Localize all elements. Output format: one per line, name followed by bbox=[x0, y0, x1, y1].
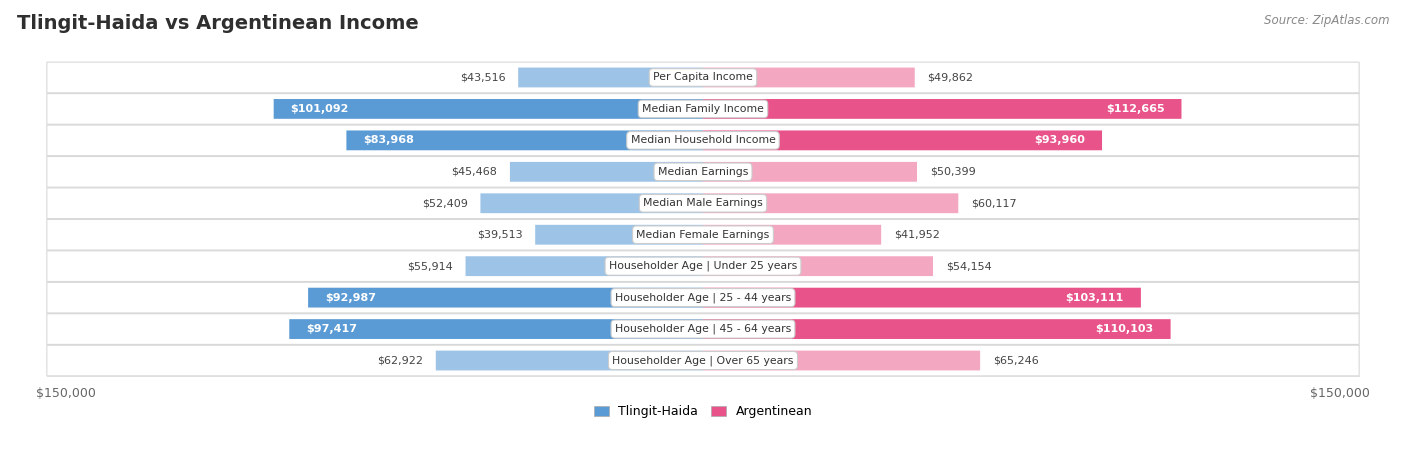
FancyBboxPatch shape bbox=[46, 282, 1360, 313]
Text: $55,914: $55,914 bbox=[408, 261, 453, 271]
Text: $112,665: $112,665 bbox=[1107, 104, 1164, 114]
Text: $52,409: $52,409 bbox=[422, 198, 468, 208]
FancyBboxPatch shape bbox=[481, 193, 703, 213]
Text: $41,952: $41,952 bbox=[894, 230, 939, 240]
FancyBboxPatch shape bbox=[519, 68, 703, 87]
FancyBboxPatch shape bbox=[703, 319, 1171, 339]
Text: Householder Age | 25 - 44 years: Householder Age | 25 - 44 years bbox=[614, 292, 792, 303]
Text: $83,968: $83,968 bbox=[363, 135, 415, 145]
FancyBboxPatch shape bbox=[46, 93, 1360, 124]
FancyBboxPatch shape bbox=[346, 130, 703, 150]
Text: $49,862: $49,862 bbox=[928, 72, 973, 83]
Legend: Tlingit-Haida, Argentinean: Tlingit-Haida, Argentinean bbox=[589, 400, 817, 423]
FancyBboxPatch shape bbox=[703, 193, 959, 213]
Text: Householder Age | 45 - 64 years: Householder Age | 45 - 64 years bbox=[614, 324, 792, 334]
FancyBboxPatch shape bbox=[703, 256, 934, 276]
FancyBboxPatch shape bbox=[703, 68, 915, 87]
Text: Median Household Income: Median Household Income bbox=[630, 135, 776, 145]
FancyBboxPatch shape bbox=[703, 288, 1140, 308]
FancyBboxPatch shape bbox=[46, 62, 1360, 93]
Text: Median Family Income: Median Family Income bbox=[643, 104, 763, 114]
FancyBboxPatch shape bbox=[703, 99, 1181, 119]
FancyBboxPatch shape bbox=[703, 162, 917, 182]
FancyBboxPatch shape bbox=[536, 225, 703, 245]
Text: Tlingit-Haida vs Argentinean Income: Tlingit-Haida vs Argentinean Income bbox=[17, 14, 419, 33]
Text: $39,513: $39,513 bbox=[477, 230, 523, 240]
FancyBboxPatch shape bbox=[274, 99, 703, 119]
Text: Source: ZipAtlas.com: Source: ZipAtlas.com bbox=[1264, 14, 1389, 27]
FancyBboxPatch shape bbox=[46, 219, 1360, 250]
FancyBboxPatch shape bbox=[46, 314, 1360, 345]
Text: $65,246: $65,246 bbox=[993, 355, 1039, 366]
Text: Householder Age | Under 25 years: Householder Age | Under 25 years bbox=[609, 261, 797, 271]
Text: $62,922: $62,922 bbox=[377, 355, 423, 366]
Text: $101,092: $101,092 bbox=[291, 104, 349, 114]
FancyBboxPatch shape bbox=[46, 125, 1360, 156]
FancyBboxPatch shape bbox=[703, 225, 882, 245]
Text: $93,960: $93,960 bbox=[1035, 135, 1085, 145]
Text: $45,468: $45,468 bbox=[451, 167, 498, 177]
FancyBboxPatch shape bbox=[703, 130, 1102, 150]
Text: $50,399: $50,399 bbox=[929, 167, 976, 177]
Text: $43,516: $43,516 bbox=[460, 72, 505, 83]
FancyBboxPatch shape bbox=[46, 251, 1360, 282]
Text: Householder Age | Over 65 years: Householder Age | Over 65 years bbox=[612, 355, 794, 366]
FancyBboxPatch shape bbox=[703, 351, 980, 370]
Text: $92,987: $92,987 bbox=[325, 293, 375, 303]
Text: $97,417: $97,417 bbox=[307, 324, 357, 334]
FancyBboxPatch shape bbox=[46, 345, 1360, 376]
FancyBboxPatch shape bbox=[46, 188, 1360, 219]
Text: $60,117: $60,117 bbox=[972, 198, 1017, 208]
Text: Median Male Earnings: Median Male Earnings bbox=[643, 198, 763, 208]
FancyBboxPatch shape bbox=[290, 319, 703, 339]
FancyBboxPatch shape bbox=[436, 351, 703, 370]
FancyBboxPatch shape bbox=[46, 156, 1360, 187]
Text: $54,154: $54,154 bbox=[946, 261, 991, 271]
Text: Median Earnings: Median Earnings bbox=[658, 167, 748, 177]
Text: $103,111: $103,111 bbox=[1066, 293, 1123, 303]
Text: $110,103: $110,103 bbox=[1095, 324, 1153, 334]
FancyBboxPatch shape bbox=[510, 162, 703, 182]
Text: Per Capita Income: Per Capita Income bbox=[652, 72, 754, 83]
Text: Median Female Earnings: Median Female Earnings bbox=[637, 230, 769, 240]
FancyBboxPatch shape bbox=[465, 256, 703, 276]
FancyBboxPatch shape bbox=[308, 288, 703, 308]
